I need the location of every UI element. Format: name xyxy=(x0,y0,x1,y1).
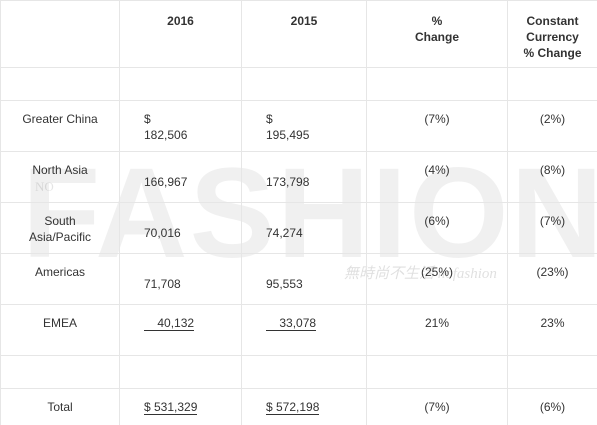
value-2016: $ 182,506 xyxy=(120,101,242,152)
amount: 195,495 xyxy=(266,128,309,142)
header-pct-line1: % xyxy=(432,14,443,28)
total-amount-2015: $ 572,198 xyxy=(266,400,319,415)
region-label-line1: South xyxy=(44,214,75,228)
header-pct-change: % Change xyxy=(367,1,508,68)
total-cc-pct-change: (6%) xyxy=(508,389,597,425)
pct-change: (4%) xyxy=(367,152,508,203)
value-2016: 70,016 xyxy=(120,203,242,254)
value-2015: 33,078 xyxy=(242,305,367,356)
total-amount-2016: $ 531,329 xyxy=(144,400,197,415)
table-row: Greater China $ 182,506 $ 195,495 (7%) (… xyxy=(1,101,597,152)
spacer-row xyxy=(1,68,597,101)
value-2015: 74,274 xyxy=(242,203,367,254)
header-constant-currency: Constant Currency % Change xyxy=(508,1,597,68)
table-row: South Asia/Pacific 70,016 74,274 (6%) (7… xyxy=(1,203,597,254)
value-2016: 166,967 xyxy=(120,152,242,203)
amount: 40,132 xyxy=(157,316,194,330)
total-2015: $ 572,198 xyxy=(242,389,367,425)
value-2015: 173,798 xyxy=(242,152,367,203)
region-label: Americas xyxy=(1,254,120,305)
header-cc-line1: Constant xyxy=(527,14,579,28)
cc-pct-change: (7%) xyxy=(508,203,597,254)
cc-pct-change: 23% xyxy=(508,305,597,356)
header-cc-line2: Currency xyxy=(526,30,579,44)
header-cc-line3: % Change xyxy=(523,46,581,60)
region-label: North Asia xyxy=(1,152,120,203)
region-label: Greater China xyxy=(1,101,120,152)
table-row: Americas 71,708 95,553 (25%) (23%) xyxy=(1,254,597,305)
value-2016: 71,708 xyxy=(120,254,242,305)
region-label-line2: Asia/Pacific xyxy=(29,230,91,244)
pct-change: 21% xyxy=(367,305,508,356)
table-row: North Asia 166,967 173,798 (4%) (8%) xyxy=(1,152,597,203)
spacer-row xyxy=(1,356,597,389)
pct-change: (25%) xyxy=(367,254,508,305)
cc-pct-change: (2%) xyxy=(508,101,597,152)
header-label-cell xyxy=(1,1,120,68)
value-2015: $ 195,495 xyxy=(242,101,367,152)
pct-change: (6%) xyxy=(367,203,508,254)
header-2016: 2016 xyxy=(120,1,242,68)
amount: 33,078 xyxy=(279,316,316,330)
pct-change: (7%) xyxy=(367,101,508,152)
total-row: Total $ 531,329 $ 572,198 (7%) (6%) xyxy=(1,389,597,425)
region-label: EMEA xyxy=(1,305,120,356)
header-pct-line2: Change xyxy=(415,30,459,44)
cc-pct-change: (8%) xyxy=(508,152,597,203)
dollar-sign: $ xyxy=(144,111,241,127)
table-row: EMEA 40,132 33,078 21% 23% xyxy=(1,305,597,356)
dollar-sign: $ xyxy=(266,111,366,127)
cc-pct-change: (23%) xyxy=(508,254,597,305)
value-2015: 95,553 xyxy=(242,254,367,305)
total-label: Total xyxy=(1,389,120,425)
amount-underlined: 40,132 xyxy=(144,316,194,331)
total-pct-change: (7%) xyxy=(367,389,508,425)
amount: 182,506 xyxy=(144,128,187,142)
amount-underlined: 33,078 xyxy=(266,316,316,331)
region-label: South Asia/Pacific xyxy=(1,203,120,254)
header-row: 2016 2015 % Change Constant Currency % C… xyxy=(1,1,597,68)
value-2016: 40,132 xyxy=(120,305,242,356)
header-2015: 2015 xyxy=(242,1,367,68)
total-2016: $ 531,329 xyxy=(120,389,242,425)
